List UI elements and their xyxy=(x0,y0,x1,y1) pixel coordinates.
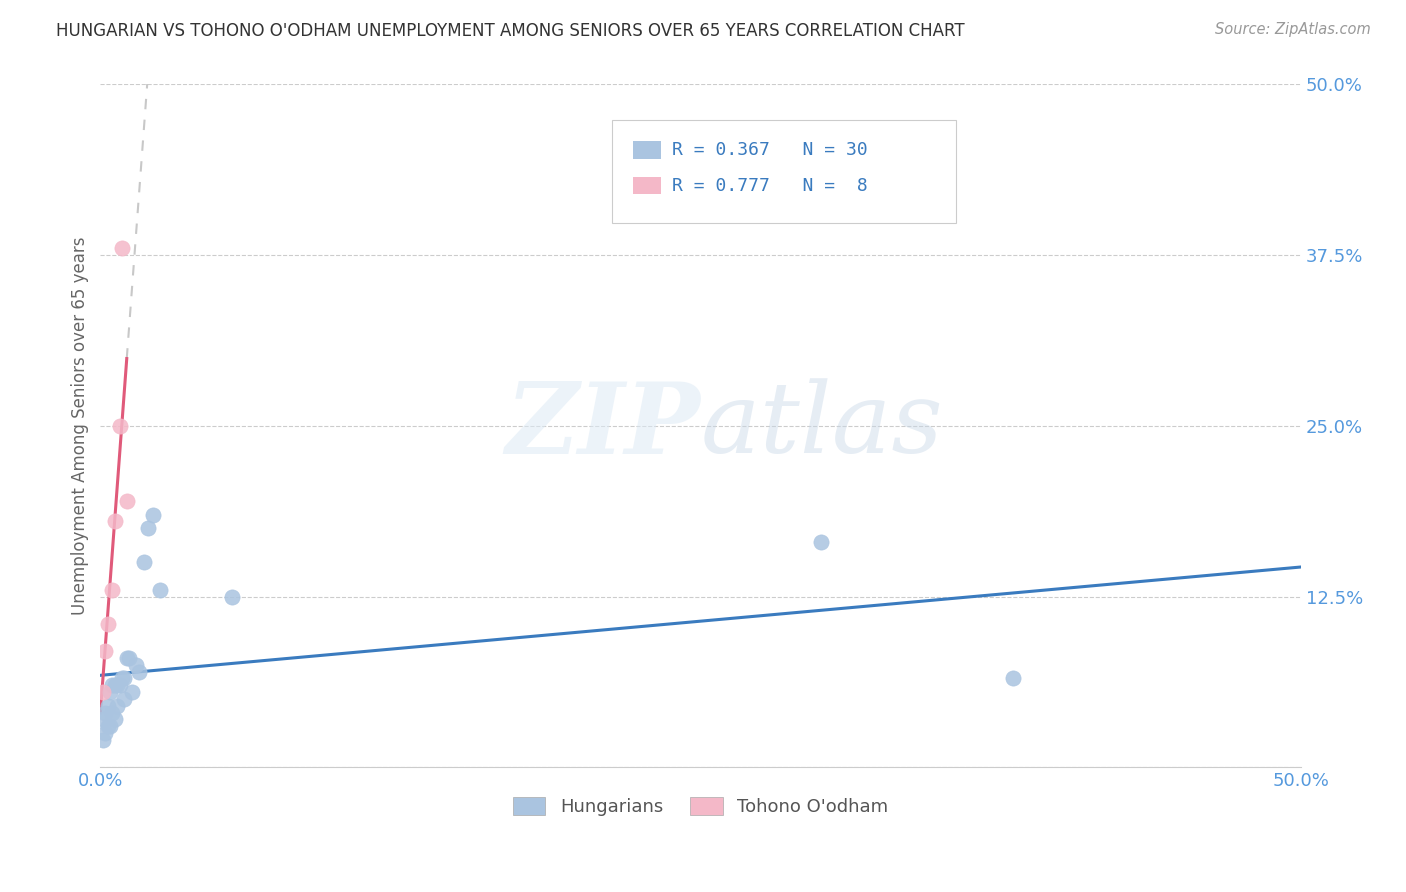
Text: R = 0.367   N = 30: R = 0.367 N = 30 xyxy=(672,141,868,159)
Point xyxy=(96,616,118,631)
Point xyxy=(91,733,114,747)
Point xyxy=(142,508,165,522)
Point xyxy=(112,692,135,706)
Point xyxy=(108,678,131,692)
Point xyxy=(810,535,832,549)
Point xyxy=(101,678,124,692)
Point xyxy=(91,713,114,727)
Point xyxy=(118,651,141,665)
Point xyxy=(128,665,150,679)
Point xyxy=(221,590,243,604)
Point xyxy=(94,726,117,740)
Point xyxy=(115,651,138,665)
Point xyxy=(101,706,124,720)
Text: atlas: atlas xyxy=(700,378,943,474)
Text: ZIP: ZIP xyxy=(506,377,700,475)
Text: HUNGARIAN VS TOHONO O'ODHAM UNEMPLOYMENT AMONG SENIORS OVER 65 YEARS CORRELATION: HUNGARIAN VS TOHONO O'ODHAM UNEMPLOYMENT… xyxy=(56,22,965,40)
Point xyxy=(108,418,131,433)
Point xyxy=(121,685,143,699)
Point xyxy=(96,698,118,713)
Point xyxy=(138,521,160,535)
Point xyxy=(94,706,117,720)
Y-axis label: Unemployment Among Seniors over 65 years: Unemployment Among Seniors over 65 years xyxy=(72,236,89,615)
Point xyxy=(104,713,127,727)
Point xyxy=(94,644,117,658)
Point xyxy=(125,657,148,672)
Point xyxy=(98,719,121,733)
Point xyxy=(104,678,127,692)
Point xyxy=(132,556,155,570)
Text: R = 0.777   N =  8: R = 0.777 N = 8 xyxy=(672,177,868,194)
Point xyxy=(105,698,128,713)
Point xyxy=(111,672,134,686)
Point xyxy=(96,719,118,733)
Point xyxy=(115,494,138,508)
Point xyxy=(149,582,172,597)
Point xyxy=(105,678,128,692)
Point xyxy=(104,515,127,529)
Text: Source: ZipAtlas.com: Source: ZipAtlas.com xyxy=(1215,22,1371,37)
Point xyxy=(101,582,124,597)
Point xyxy=(1001,672,1024,686)
Point xyxy=(91,685,114,699)
Legend: Hungarians, Tohono O'odham: Hungarians, Tohono O'odham xyxy=(506,789,896,823)
Point xyxy=(111,241,134,255)
Point xyxy=(112,672,135,686)
Point xyxy=(98,685,121,699)
